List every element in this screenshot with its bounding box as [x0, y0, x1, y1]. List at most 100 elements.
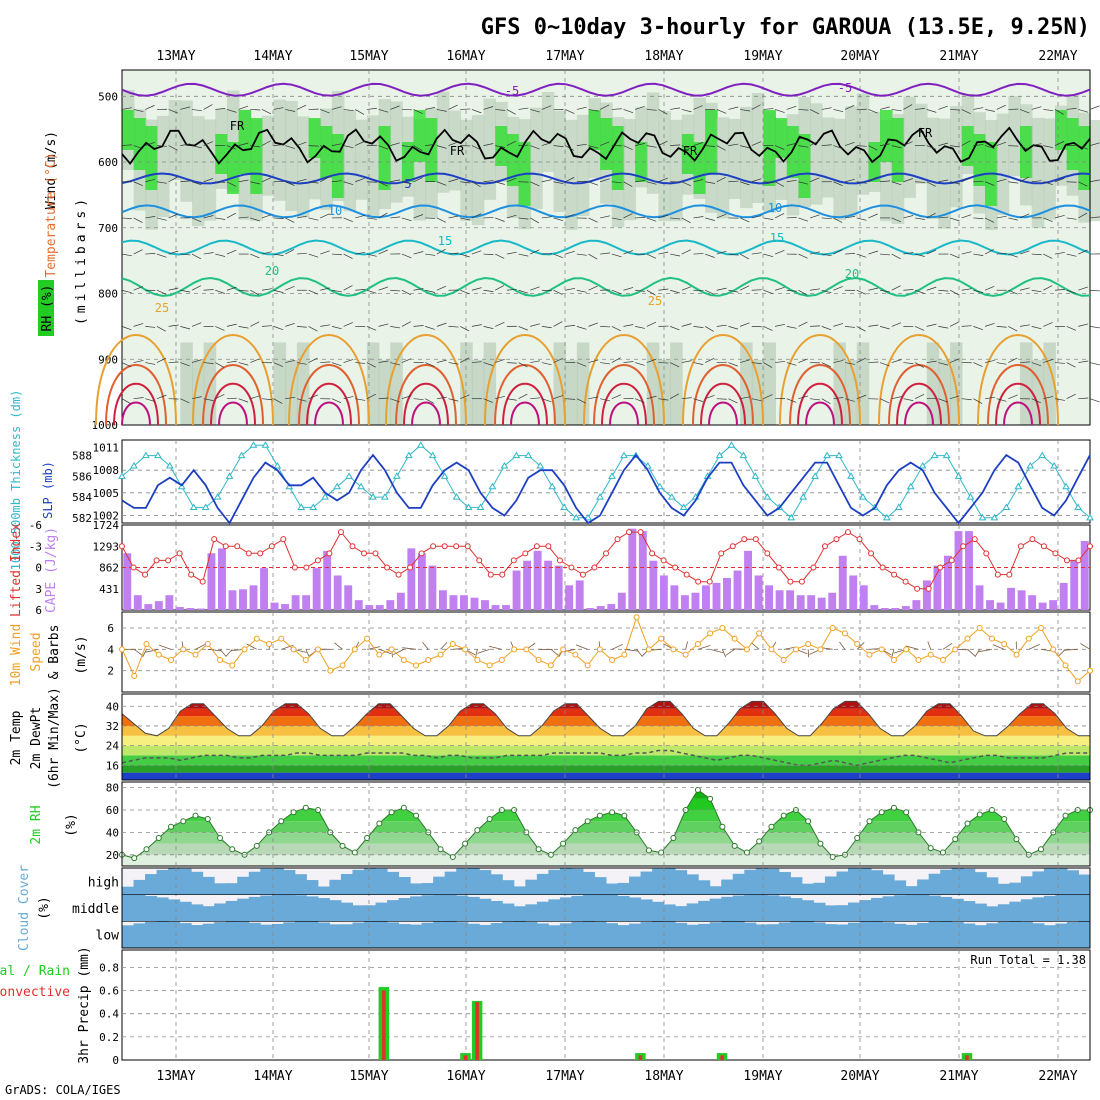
upper-wind-barb — [984, 145, 995, 149]
upper-wind-barb — [425, 398, 435, 404]
date-label: 16MAY — [446, 49, 485, 64]
cloud-mid-cell — [721, 896, 734, 922]
upper-wind-barb — [296, 215, 307, 219]
upper-wind-barb — [168, 213, 178, 219]
cloud-high-cell — [824, 876, 837, 895]
wind10m-speed-point — [327, 667, 334, 674]
upper-wind-barb — [215, 108, 226, 110]
cloud-mid-cell — [617, 895, 630, 922]
upper-wind-barb — [121, 326, 132, 331]
upper-wind-barb — [191, 359, 202, 363]
upper-wind-barb — [483, 180, 494, 183]
upper-wind-barb — [891, 217, 902, 223]
upper-wind-barb — [215, 181, 226, 183]
rh2m-ylabel-units: (%) — [64, 813, 79, 836]
upper-wind-barb — [565, 287, 576, 291]
upper-wind-barb — [833, 360, 844, 363]
wind10m-barb — [305, 649, 310, 658]
wind10m-speed-point — [731, 635, 738, 642]
upper-wind-barb — [891, 145, 902, 149]
lifted-index-point — [257, 550, 264, 557]
upper-wind-barb — [460, 289, 470, 295]
upper-wind-barb — [775, 109, 785, 113]
rh2m-point — [339, 842, 346, 849]
lifted-index-point — [556, 557, 563, 564]
cape-bar — [249, 585, 258, 610]
temp-arch — [298, 364, 360, 426]
upper-wind-barb — [296, 252, 307, 255]
upper-wind-barb — [949, 181, 960, 185]
upper-wind-barb — [658, 214, 669, 219]
cloud-low-cell — [744, 922, 757, 948]
cape-bar — [670, 585, 679, 610]
wind10m-speed-point — [547, 662, 554, 669]
upper-wind-barb — [180, 362, 190, 367]
cloud-high-cell — [663, 868, 676, 895]
rh2m-ylabels: 2m RH (%) — [29, 805, 79, 844]
lifted-index-point — [487, 571, 494, 578]
cloud-high-cell — [398, 876, 411, 895]
lifted-index-point — [603, 550, 609, 557]
upper-wind-barb — [611, 217, 622, 221]
wind10m-speed-point — [939, 657, 946, 663]
upper-wind-barb — [938, 289, 949, 292]
cape-bar — [933, 565, 942, 610]
cloud-mid-cell — [122, 894, 135, 922]
rh-shade-high — [1066, 118, 1080, 170]
lifted-index-point — [1063, 557, 1070, 564]
upper-wind-barb — [716, 398, 727, 400]
lifted-index-point — [372, 550, 379, 557]
upper-wind-barb — [553, 321, 563, 327]
lifted-index-point — [234, 543, 241, 550]
upper-ytick: 800 — [98, 288, 118, 301]
upper-wind-barb — [261, 177, 272, 183]
upper-wind-barb — [1078, 181, 1088, 187]
cloud-low-cell — [202, 923, 215, 948]
upper-wind-barb — [320, 109, 330, 114]
cloud-high-cell — [836, 871, 849, 895]
upper-wind-barb — [133, 109, 144, 113]
upper-wind-barb — [1054, 398, 1065, 401]
upper-wind-barb — [191, 285, 202, 291]
cloud-low-cell — [686, 924, 699, 948]
wind10m-barb — [856, 642, 865, 650]
upper-wind-barb — [378, 181, 388, 187]
upper-wind-barb — [611, 394, 622, 400]
date-label: 19MAY — [743, 49, 782, 64]
upper-ytick: 500 — [98, 90, 118, 103]
temp-band — [122, 735, 1090, 746]
rh-shade-mid — [670, 119, 683, 222]
upper-wind-barb — [355, 251, 366, 255]
upper-wind-barb — [390, 326, 401, 329]
cape-bar — [449, 595, 458, 610]
wind10m-speed-point — [682, 651, 689, 658]
cloud-high-cell — [479, 870, 492, 895]
upper-wind-barb — [448, 215, 459, 219]
upper-wind-barb — [880, 289, 890, 293]
cape-bar — [228, 590, 237, 610]
upper-wind-barb — [728, 106, 739, 110]
cloud-mid-cell — [479, 898, 492, 922]
contour-label: FR — [683, 144, 698, 158]
cloud-low-cell — [1055, 923, 1068, 948]
upper-wind-barb — [541, 289, 552, 292]
cloud-low-cell — [490, 923, 503, 948]
precip-ylabels: Total / Rain Convective 3hr Precip (mm) — [0, 946, 92, 1063]
temp-ylabel-a: 2m Temp — [9, 710, 24, 765]
upper-wind-barb — [903, 215, 914, 219]
li-ytick: 0 — [35, 562, 42, 575]
upper-wind-barb — [156, 181, 167, 184]
rh-shade-mid — [576, 114, 590, 217]
upper-wind-barb — [821, 289, 832, 294]
upper-wind-barb — [996, 104, 1006, 110]
cloud-high-cell — [606, 883, 619, 895]
upper-wind-barb — [681, 397, 692, 400]
wind-ytick: 2 — [107, 665, 114, 678]
upper-wind-barb — [320, 361, 331, 363]
wind10m-barb — [488, 645, 502, 650]
wind10m-speed-point — [621, 651, 628, 658]
upper-wind-barb — [156, 326, 166, 332]
upper-wind-barb — [518, 326, 528, 331]
